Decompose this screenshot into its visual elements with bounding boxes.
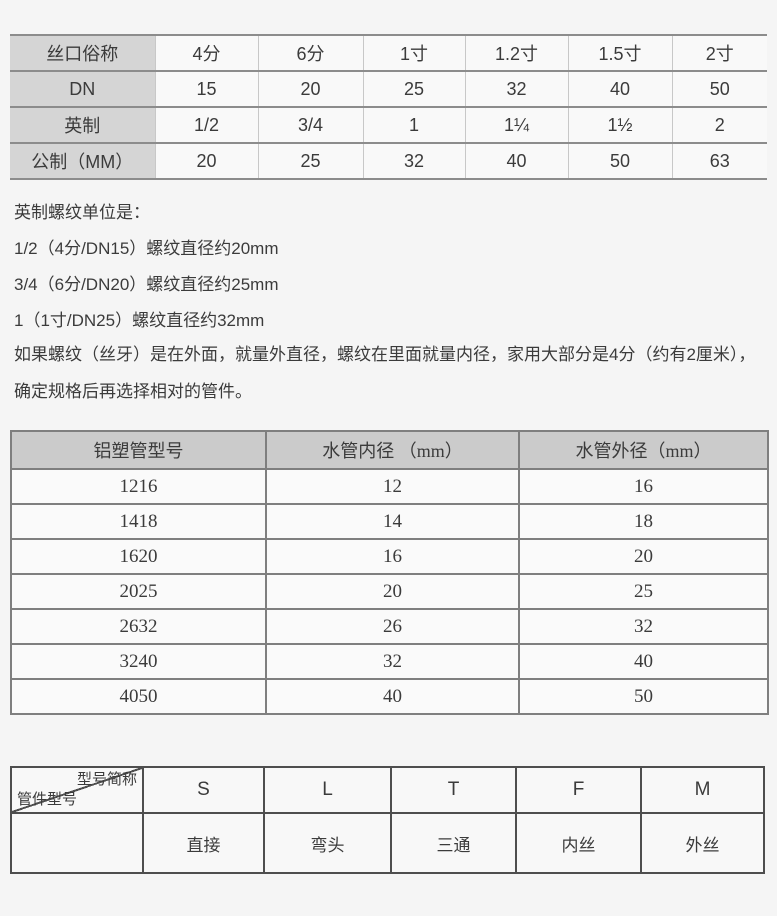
table-cell: 1.2寸 [464, 34, 568, 72]
table-cell: 40 [464, 142, 568, 180]
table-cell: 1216 [10, 468, 267, 505]
note-paragraph: 如果螺纹（丝牙）是在外面，就量外直径，螺纹在里面就量内径，家用大部分是4分（约有… [14, 345, 756, 401]
table-header-row: 铝塑管型号 水管内径 （mm） 水管外径（mm） [10, 430, 769, 470]
table-cell: 32 [518, 608, 769, 645]
table-cell: 20 [518, 538, 769, 575]
name-cell: 内丝 [515, 812, 642, 874]
table-cell: 4050 [10, 678, 267, 715]
table-cell: 32 [464, 70, 568, 108]
table-cell: 40 [567, 70, 672, 108]
code-cell: T [390, 766, 517, 814]
code-cell: L [263, 766, 392, 814]
table-cell: 2寸 [671, 34, 767, 72]
table-cell: 32 [265, 643, 520, 680]
table-cell: 25 [518, 573, 769, 610]
table-cell: 25 [362, 70, 465, 108]
note-line: 1（1寸/DN25）螺纹直径约32mm [14, 311, 265, 330]
document-page: 丝口俗称 4分 6分 1寸 1.2寸 1.5寸 2寸 DN 15 20 25 3… [0, 34, 777, 916]
table-cell: 1620 [10, 538, 267, 575]
code-cell: F [515, 766, 642, 814]
name-cell: 外丝 [640, 812, 765, 874]
table-cell: 26 [265, 608, 520, 645]
table-cell: 4分 [154, 34, 258, 72]
table-cell: 1/2 [154, 106, 258, 144]
table-cell: 2025 [10, 573, 267, 610]
column-header: 水管内径 （mm） [265, 430, 520, 470]
notes-section: 英制螺纹单位是： 1/2（4分/DN15）螺纹直径约20mm 3/4（6分/DN… [14, 200, 777, 410]
empty-cell [10, 812, 144, 874]
table-row: 2025 20 25 [10, 573, 769, 610]
table-cell: 18 [518, 503, 769, 540]
corner-label-top: 型号简称 [76, 771, 137, 788]
column-header: 铝塑管型号 [10, 430, 267, 470]
column-header: 水管外径（mm） [518, 430, 769, 470]
diagonal-header-cell: 型号简称 管件型号 [10, 766, 144, 814]
pipe-size-table: 铝塑管型号 水管内径 （mm） 水管外径（mm） 1216 12 16 1418… [10, 430, 769, 715]
name-cell: 直接 [142, 812, 265, 874]
table-cell: 3240 [10, 643, 267, 680]
table-cell: 20 [265, 573, 520, 610]
table-row: 1418 14 18 [10, 503, 769, 540]
table-cell: 50 [671, 70, 767, 108]
table-row: 1620 16 20 [10, 538, 769, 575]
table-row: 公制（MM） 20 25 32 40 50 63 [10, 142, 767, 180]
note-line: 3/4（6分/DN20）螺纹直径约25mm [14, 275, 279, 294]
table-cell: 50 [567, 142, 672, 180]
row-label: 英制 [10, 106, 155, 144]
table-cell: 1½ [567, 106, 672, 144]
table-cell: 12 [265, 468, 520, 505]
table-cell: 1¼ [464, 106, 568, 144]
table-cell: 20 [257, 70, 363, 108]
table-cell: 2632 [10, 608, 267, 645]
table-cell: 1 [362, 106, 465, 144]
table-cell: 40 [518, 643, 769, 680]
table-row: 1216 12 16 [10, 468, 769, 505]
row-label: 丝口俗称 [10, 34, 155, 72]
row-label: DN [10, 70, 155, 108]
table-cell: 50 [518, 678, 769, 715]
table-cell: 16 [265, 538, 520, 575]
table-row: 4050 40 50 [10, 678, 769, 715]
code-cell: M [640, 766, 765, 814]
table-cell: 25 [257, 142, 363, 180]
name-cell: 弯头 [263, 812, 392, 874]
table-cell: 32 [362, 142, 465, 180]
table-row: 丝口俗称 4分 6分 1寸 1.2寸 1.5寸 2寸 [10, 34, 767, 72]
name-cell: 三通 [390, 812, 517, 874]
fitting-code-table: 型号简称 管件型号 S L T F M 直接 弯头 三通 内丝 外丝 [10, 766, 765, 874]
table-cell: 20 [154, 142, 258, 180]
corner-label-bottom: 管件型号 [17, 791, 78, 808]
table-cell: 15 [154, 70, 258, 108]
thread-size-table: 丝口俗称 4分 6分 1寸 1.2寸 1.5寸 2寸 DN 15 20 25 3… [10, 34, 767, 180]
code-cell: S [142, 766, 265, 814]
table-cell: 1.5寸 [567, 34, 672, 72]
table-cell: 16 [518, 468, 769, 505]
notes-intro: 英制螺纹单位是： [14, 203, 150, 222]
table-row: DN 15 20 25 32 40 50 [10, 70, 767, 108]
table-cell: 40 [265, 678, 520, 715]
note-line: 1/2（4分/DN15）螺纹直径约20mm [14, 239, 279, 258]
table-row: 直接 弯头 三通 内丝 外丝 [10, 812, 765, 874]
table-row: 3240 32 40 [10, 643, 769, 680]
row-label: 公制（MM） [10, 142, 155, 180]
table-row: 英制 1/2 3/4 1 1¼ 1½ 2 [10, 106, 767, 144]
table-cell: 6分 [257, 34, 363, 72]
table-row: 2632 26 32 [10, 608, 769, 645]
table-cell: 2 [671, 106, 767, 144]
table-cell: 3/4 [257, 106, 363, 144]
table-cell: 1418 [10, 503, 267, 540]
table-cell: 1寸 [362, 34, 465, 72]
table-header-row: 型号简称 管件型号 S L T F M [10, 766, 765, 814]
table-cell: 63 [671, 142, 767, 180]
table-cell: 14 [265, 503, 520, 540]
